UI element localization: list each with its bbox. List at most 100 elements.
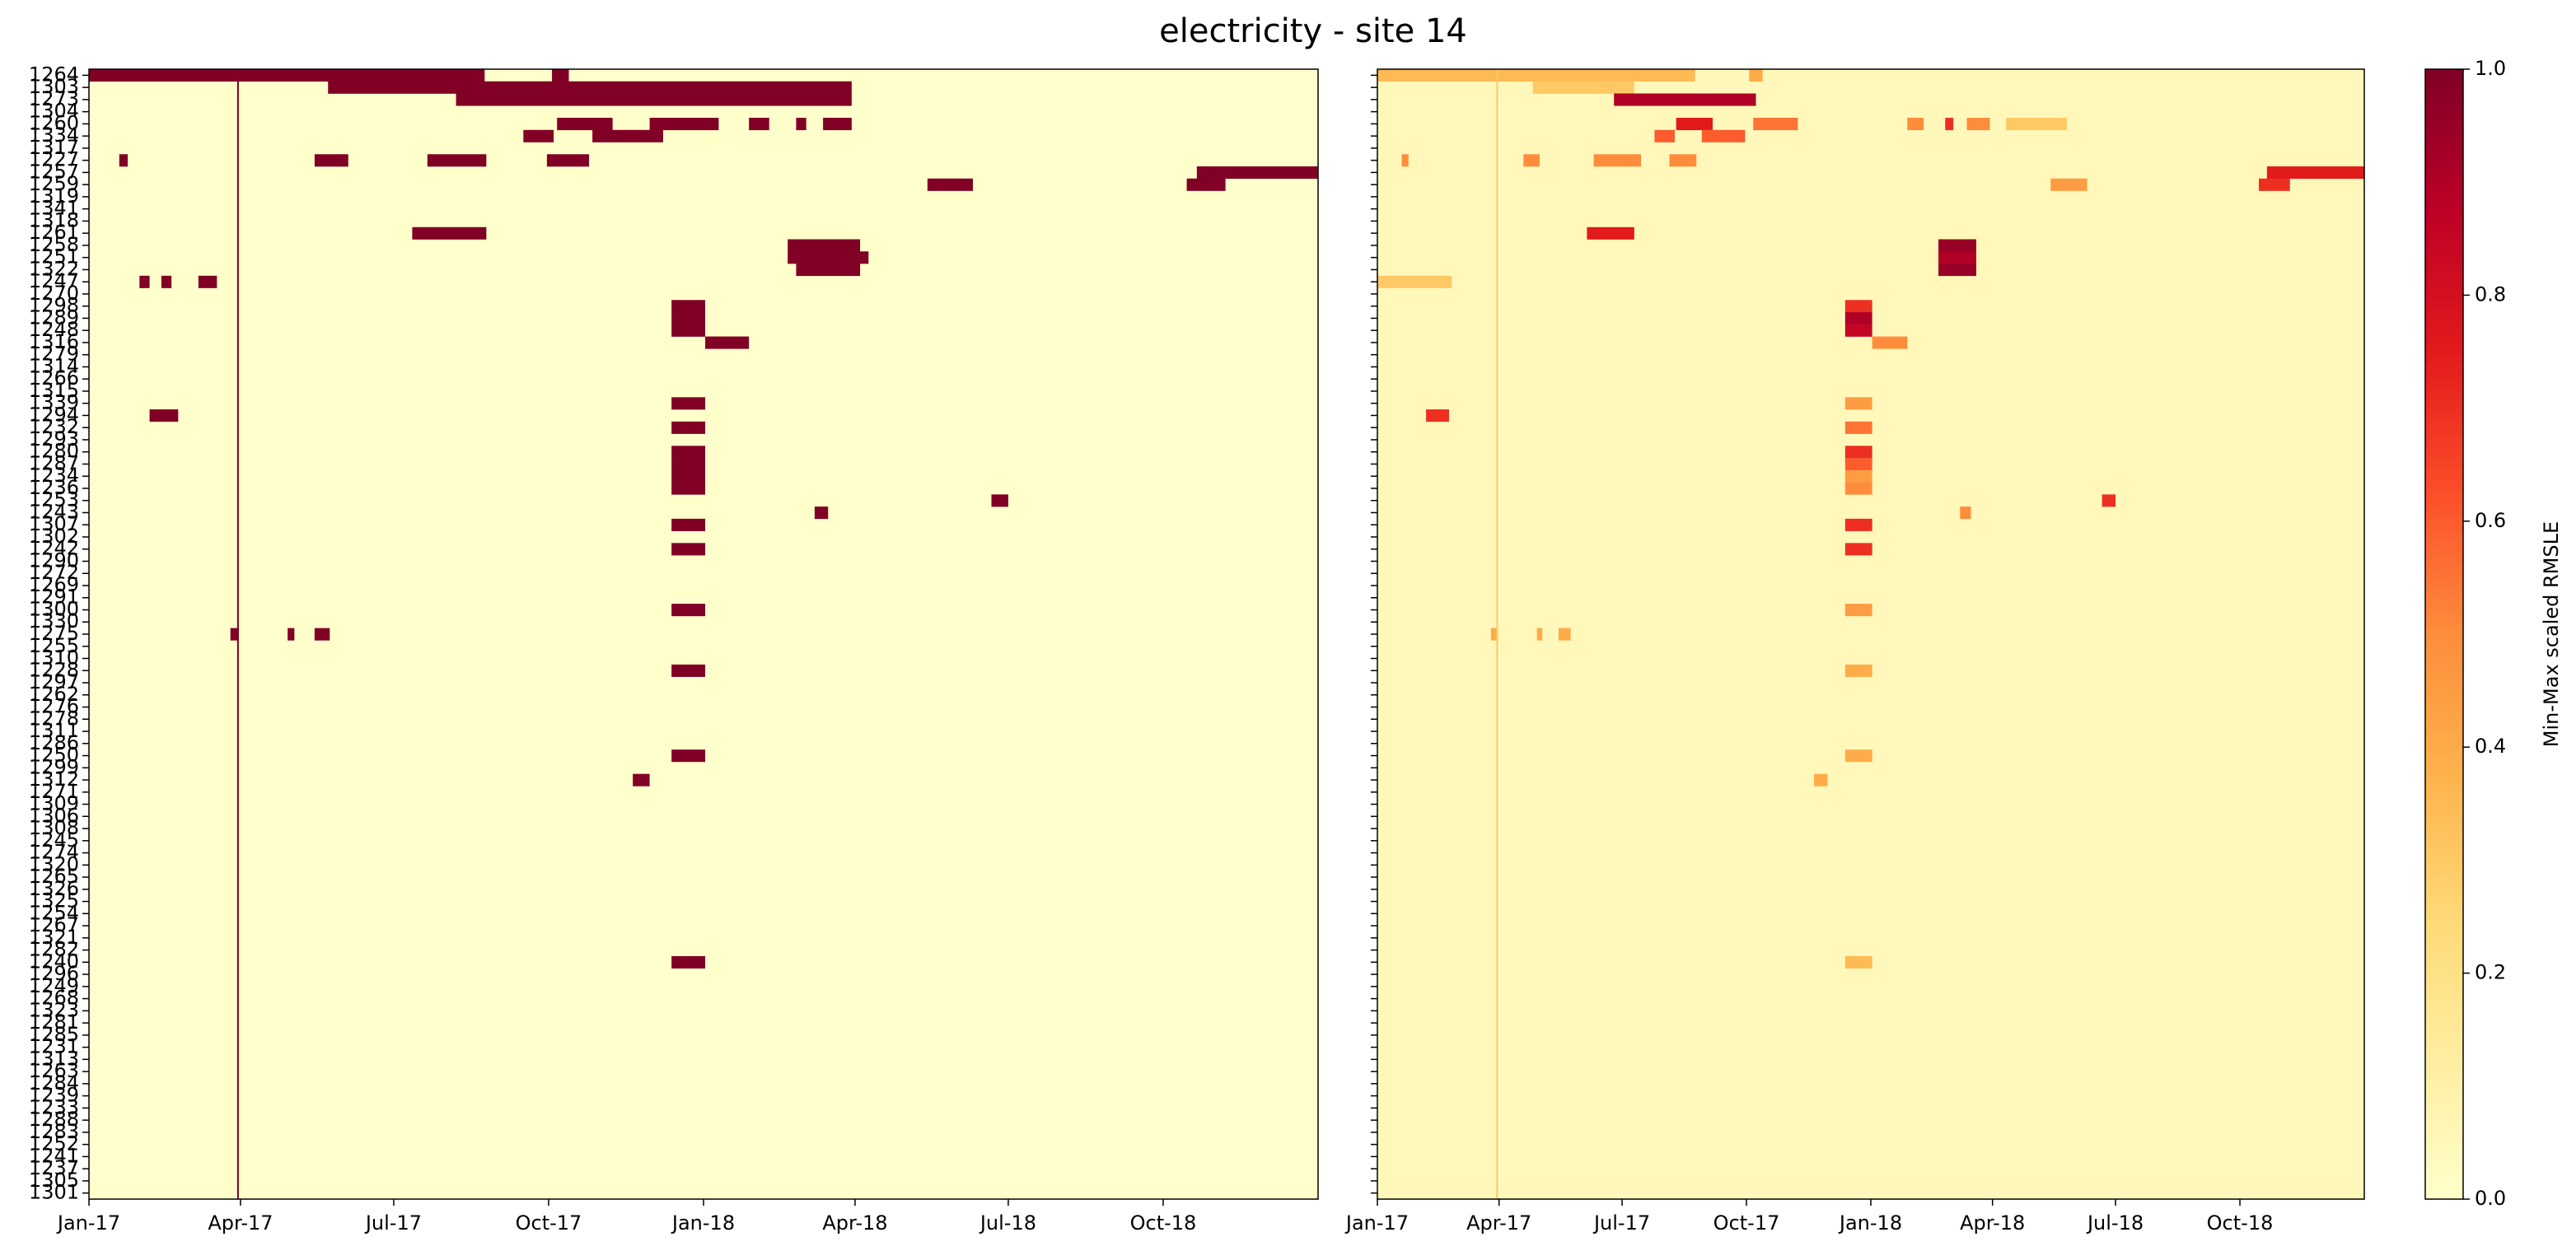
heatmap-cell [1844, 458, 1872, 471]
y-tick-label: 1323 [29, 998, 79, 1021]
y-tick-label: 1288 [29, 1108, 79, 1131]
heatmap-cell [788, 239, 861, 252]
y-tick-label: 1296 [29, 962, 79, 985]
heatmap-cell [1490, 628, 1498, 641]
heatmap-cell [1196, 166, 1318, 180]
y-tick-label: 1242 [29, 537, 79, 560]
heatmap-cell [649, 118, 719, 131]
y-tick-label: 1297 [29, 670, 79, 693]
heatmap-cell [1844, 749, 1872, 763]
y-tick-label: 1306 [29, 804, 79, 827]
heatmap-cell [705, 336, 750, 349]
y-tick-label: 1319 [29, 184, 79, 208]
heatmap-cell [1614, 93, 1756, 106]
y-tick-label: 1245 [29, 829, 79, 852]
colorbar-tick-label: 0.0 [2475, 1187, 2506, 1210]
y-tick-label: 1307 [29, 512, 79, 535]
y-tick-label: 1339 [29, 391, 79, 414]
y-tick-label: 1321 [29, 926, 79, 949]
y-tick-label: 1287 [29, 451, 79, 474]
heatmap-cell [1844, 324, 1872, 337]
y-tick-label: 1275 [29, 622, 79, 645]
x-tick-label: Apr-18 [1960, 1211, 2025, 1235]
heatmap-cell [1523, 154, 1540, 167]
y-tick-label: 1304 [29, 100, 79, 123]
x-tick-label: Jul-18 [979, 1211, 1036, 1235]
heatmap-cell [1186, 178, 1226, 191]
colorbar-label: Min-Max scaled RMSLE [2540, 521, 2563, 747]
heatmap-cell [1960, 506, 1971, 520]
y-tick-label: 1260 [29, 111, 79, 134]
heatmap-cell [1377, 69, 1695, 82]
heatmap-cell [671, 604, 706, 617]
heatmap-cell [633, 773, 650, 787]
y-tick-label: 1250 [29, 744, 79, 767]
y-tick-label: 1232 [29, 415, 79, 438]
heatmap-cell [671, 397, 706, 410]
y-tick-label: 1320 [29, 852, 79, 875]
y-tick-label: 1240 [29, 950, 79, 973]
y-tick-label: 1270 [29, 282, 79, 305]
heatmap-cell [198, 275, 217, 288]
y-tick-label: 1279 [29, 343, 79, 366]
heatmap-cell [1844, 482, 1872, 495]
y-tick-label: 1300 [29, 597, 79, 620]
heatmap-cell [1844, 312, 1872, 325]
heatmap-cell [2101, 494, 2116, 507]
heatmap-cell [823, 118, 852, 131]
heatmap-cell [427, 154, 487, 167]
heatmap-cell [592, 129, 663, 142]
heatmap-cell [1814, 773, 1828, 787]
heatmap-cell [1654, 129, 1676, 142]
y-tick-label: 1281 [29, 1011, 79, 1034]
y-tick-label: 1253 [29, 488, 79, 511]
heatmap-cell [1844, 664, 1872, 677]
heatmap-cell [1676, 118, 1713, 131]
heatmap-cell [671, 749, 706, 763]
y-tick-label: 1267 [29, 913, 79, 936]
heatmap-cell [1701, 129, 1746, 142]
y-tick-label: 1310 [29, 647, 79, 670]
y-tick-label: 1247 [29, 269, 79, 292]
x-tick-label: Oct-18 [1130, 1211, 1197, 1235]
heatmap-cell [1558, 628, 1571, 641]
y-tick-label: 1289 [29, 306, 79, 329]
y-tick-label: 1294 [29, 403, 79, 426]
heatmap-cell [2266, 166, 2364, 180]
y-tick-label: 1309 [29, 792, 79, 815]
heatmap-cell [671, 664, 706, 677]
y-tick-label: 1272 [29, 561, 79, 584]
y-tick-label: 1285 [29, 1023, 79, 1046]
heatmap-cell [1844, 543, 1872, 556]
y-tick-label: 1303 [29, 75, 79, 98]
heatmap-cell [1536, 628, 1543, 641]
heatmap-cell [523, 129, 554, 142]
x-tick-label: Jan-18 [1838, 1211, 1902, 1235]
y-tick-label: 1301 [29, 1181, 79, 1204]
y-tick-label: 1330 [29, 609, 79, 633]
y-tick-label: 1291 [29, 586, 79, 609]
y-tick-label: 1311 [29, 719, 79, 742]
y-tick-label: 1290 [29, 548, 79, 572]
heatmap-cell [314, 154, 348, 167]
y-tick-label: 1239 [29, 1084, 79, 1107]
y-tick-label: 1257 [29, 160, 79, 183]
heatmap-cell [671, 955, 706, 969]
y-tick-label: 1334 [29, 124, 79, 147]
heatmap-cell [927, 178, 974, 191]
heatmap-column [236, 69, 239, 1199]
y-tick-label: 1233 [29, 1095, 79, 1118]
y-tick-label: 1341 [29, 197, 79, 220]
y-tick-label: 1268 [29, 987, 79, 1010]
y-tick-label: 1284 [29, 1071, 79, 1095]
heatmap-cell [2050, 178, 2087, 191]
y-tick-label: 1298 [29, 294, 79, 317]
heatmap-cell [1938, 239, 1977, 252]
heatmap-cell [1844, 397, 1872, 410]
y-tick-label: 1302 [29, 525, 79, 548]
y-tick-label: 1280 [29, 440, 79, 463]
y-tick-label: 1248 [29, 318, 79, 341]
y-tick-label: 1293 [29, 427, 79, 450]
heatmap-cell [1753, 118, 1798, 131]
